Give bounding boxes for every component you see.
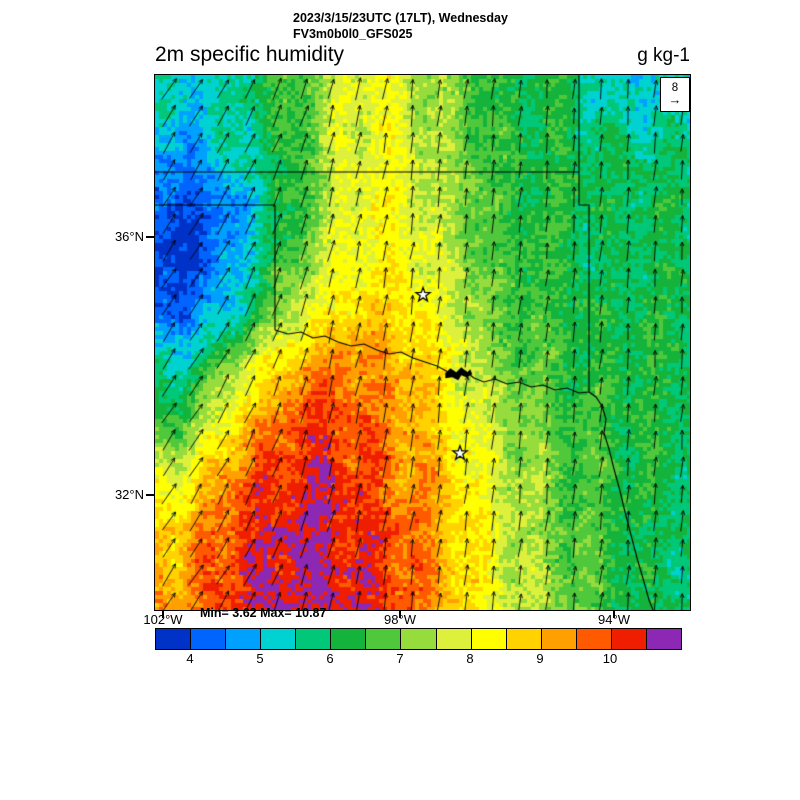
variable-title: 2m specific humidity — [155, 43, 345, 66]
colorbar-tick-label: 10 — [602, 651, 618, 666]
plot-header: 2023/3/15/23UTC (17LT), Wednesday FV3m0b… — [293, 10, 508, 42]
lon-label-94w: 94°W — [598, 612, 630, 627]
colorbar-cell — [611, 629, 647, 649]
lon-tick-98w — [399, 610, 401, 618]
minmax-readout: Min= 3.62 Max= 10.87 — [200, 606, 327, 620]
map-panel: 8 → — [154, 74, 691, 611]
colorbar-cell — [296, 629, 332, 649]
colorbar-tick-label: 8 — [466, 651, 474, 666]
colorbar-cell — [436, 629, 472, 649]
reference-vector-value: 8 — [671, 81, 679, 94]
colorbar-cell — [646, 629, 681, 649]
colorbar-cell — [226, 629, 262, 649]
lon-tick-102w — [162, 610, 164, 618]
colorbar-cell — [191, 629, 227, 649]
humidity-map-canvas — [155, 75, 690, 610]
colorbar-cell — [261, 629, 297, 649]
colorbar-tick-label: 4 — [186, 651, 194, 666]
header-datetime: 2023/3/15/23UTC (17LT), Wednesday — [293, 11, 508, 25]
colorbar-tick-label: 5 — [256, 651, 264, 666]
colorbar-cell — [471, 629, 507, 649]
lat-tick-36n — [146, 236, 154, 238]
colorbar-cell — [156, 629, 192, 649]
colorbar-cell — [541, 629, 577, 649]
lat-label-32n: 32°N — [114, 487, 144, 502]
colorbar-tick-label: 7 — [396, 651, 404, 666]
reference-vector-arrow-icon: → — [668, 92, 682, 108]
lat-label-36n: 36°N — [114, 229, 144, 244]
units-label: g kg-1 — [637, 45, 690, 66]
header-model-run: FV3m0b0l0_GFS025 — [293, 27, 413, 41]
colorbar-cell — [576, 629, 612, 649]
colorbar-cell — [366, 629, 402, 649]
reference-vector-box: 8 → — [660, 77, 690, 112]
lon-label-98w: 98°W — [384, 612, 416, 627]
lon-label-102w: 102°W — [143, 612, 183, 627]
colorbar-cell — [331, 629, 367, 649]
lat-tick-32n — [146, 494, 154, 496]
lon-tick-94w — [613, 610, 615, 618]
colorbar — [155, 628, 682, 650]
colorbar-labels: 4 5 6 7 8 9 10 — [155, 651, 680, 667]
colorbar-cell — [401, 629, 437, 649]
colorbar-tick-label: 6 — [326, 651, 334, 666]
colorbar-tick-label: 9 — [536, 651, 544, 666]
colorbar-cell — [506, 629, 542, 649]
